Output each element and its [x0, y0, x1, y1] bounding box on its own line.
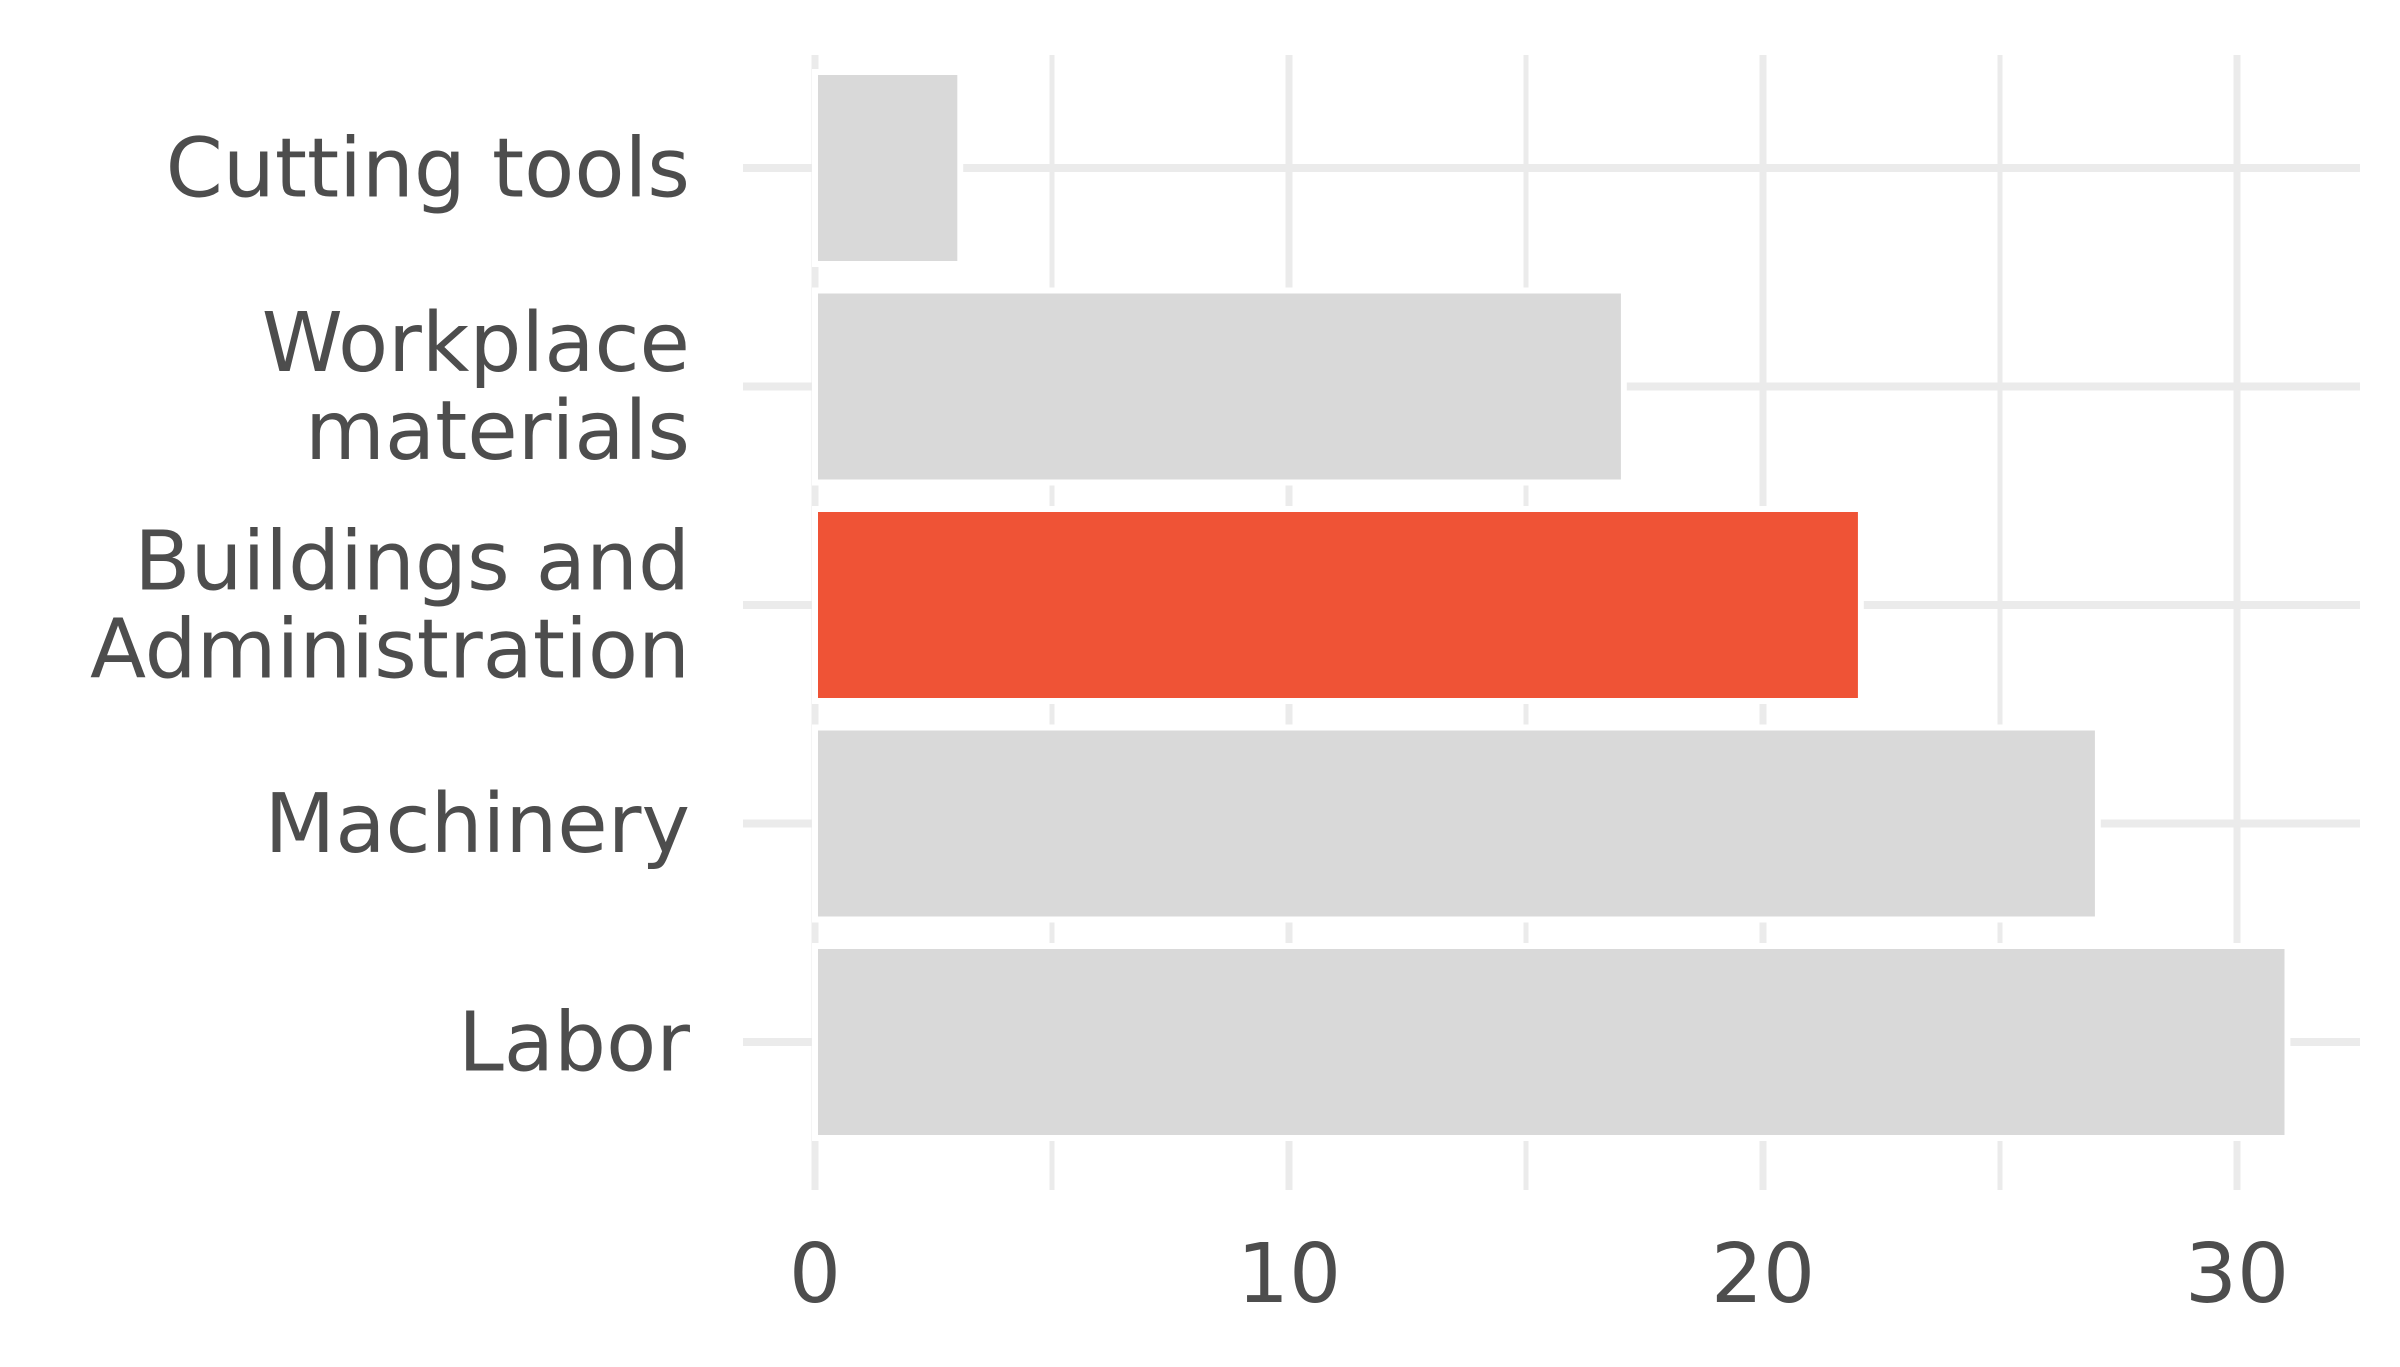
- x-tick-label: 0: [789, 1227, 841, 1322]
- x-tick-label: 30: [2185, 1227, 2289, 1322]
- y-tick-label: Buildings and: [134, 515, 690, 610]
- x-axis-labels: 0 10 20 30: [789, 1227, 2289, 1322]
- bar-fill: [818, 75, 958, 261]
- y-tick-label: Cutting tools: [166, 122, 690, 217]
- y-tick-label: materials: [305, 384, 690, 479]
- bar-fill: [818, 293, 1621, 480]
- bar-fill: [818, 512, 1858, 698]
- bars-group: [812, 69, 2291, 1141]
- bar-fill: [818, 730, 2095, 917]
- x-tick-label: 20: [1711, 1227, 1815, 1322]
- y-tick-label: Workplace: [262, 296, 690, 391]
- y-tick-label: Labor: [458, 996, 690, 1091]
- y-tick-label: Machinery: [265, 777, 691, 872]
- bar-fill: [818, 949, 2285, 1135]
- y-tick-label: Administration: [90, 603, 690, 698]
- x-tick-label: 10: [1237, 1227, 1341, 1322]
